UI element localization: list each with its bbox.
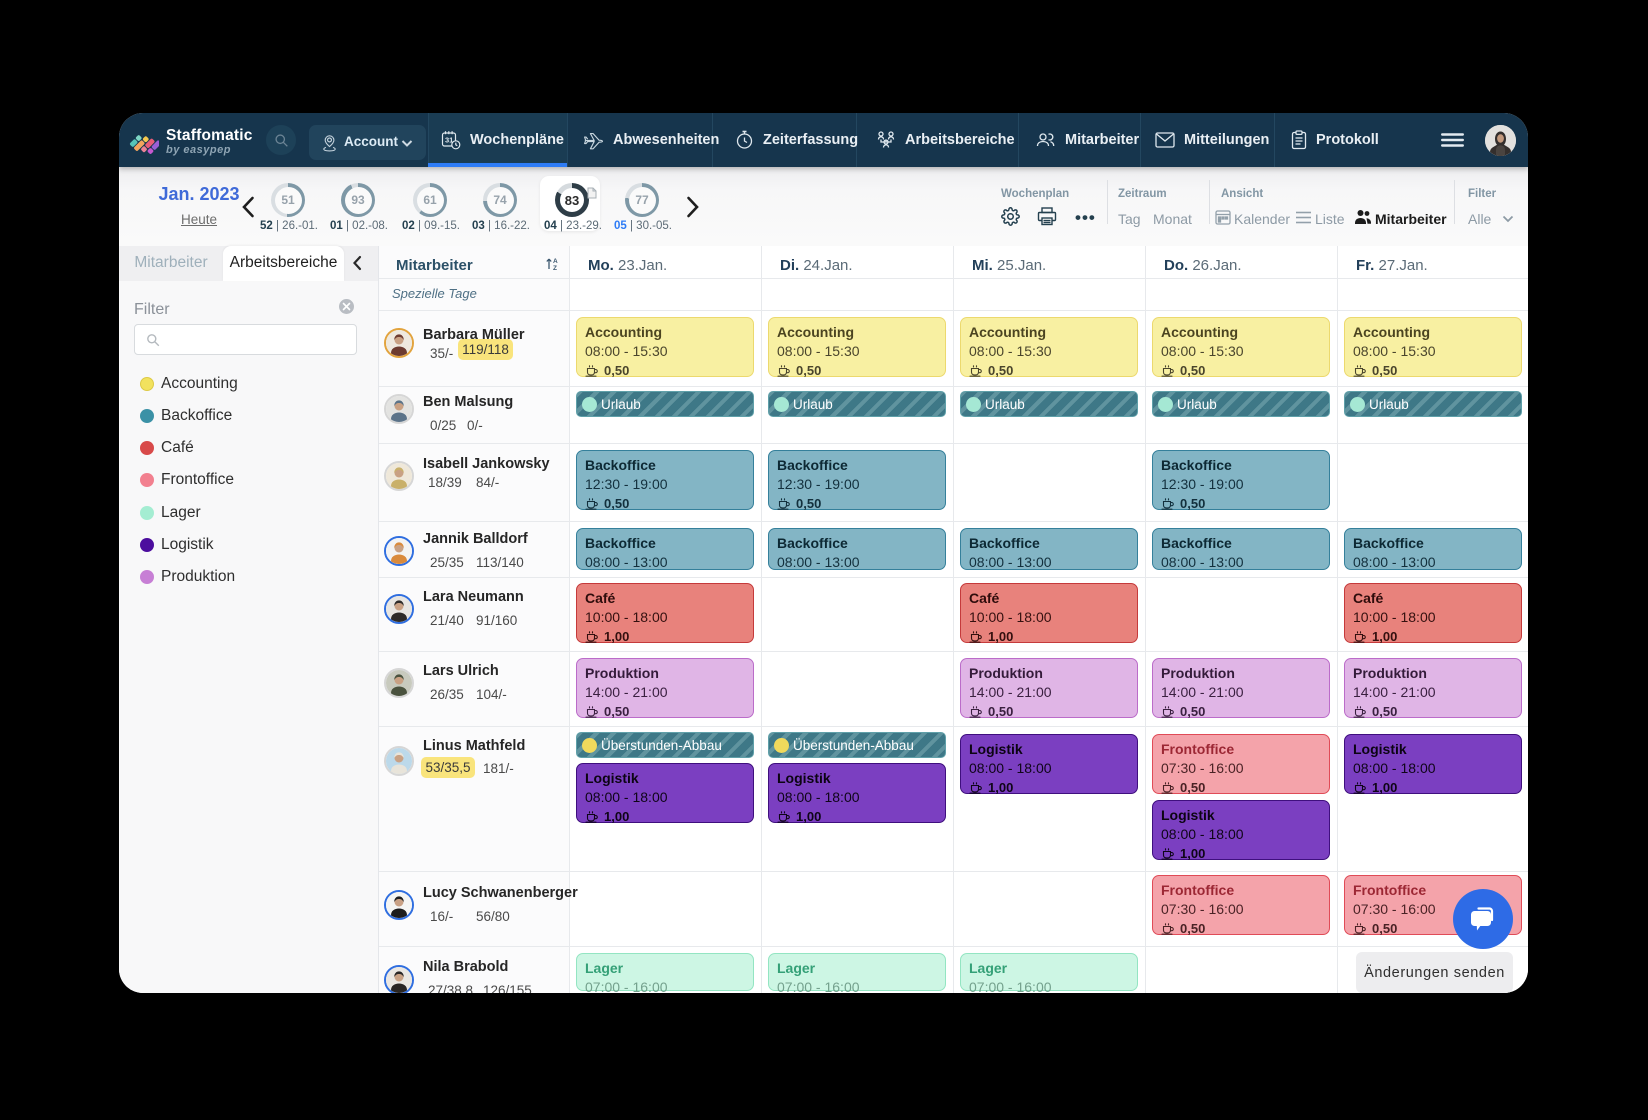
svg-text:31: 31 bbox=[445, 136, 453, 145]
svg-text:Z: Z bbox=[553, 265, 557, 272]
svg-text:A: A bbox=[553, 258, 558, 265]
